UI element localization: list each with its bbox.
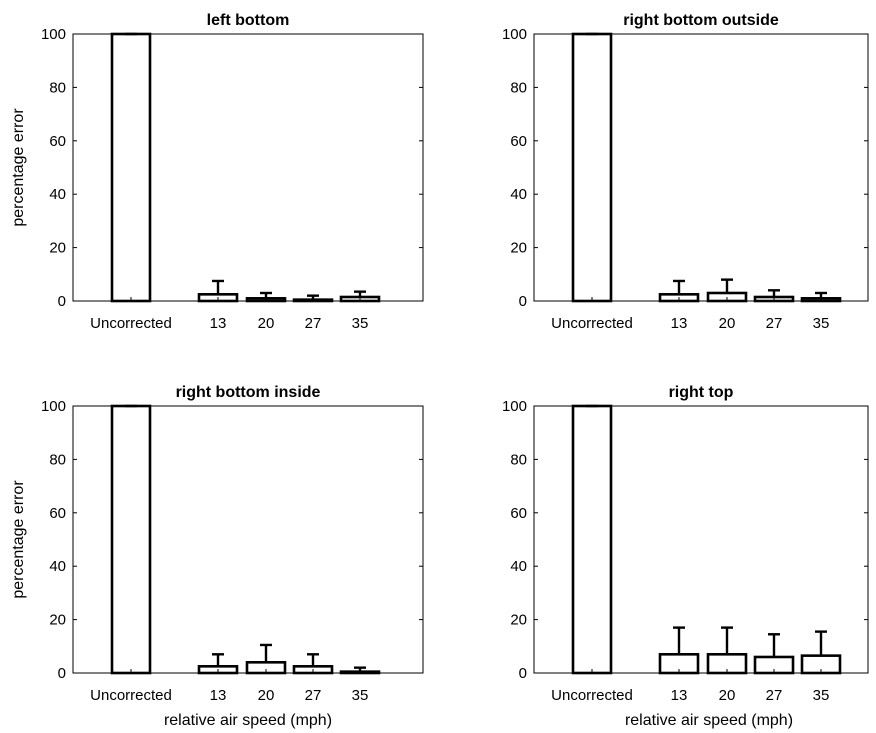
x-tick-label: 27 xyxy=(305,315,322,332)
x-tick-label: 35 xyxy=(813,315,830,332)
chart-panel-2: 0 20 40 60 80 100 Uncorrected 13 20 27 35 right bot… xyxy=(10,384,424,729)
y-tick-label: 60 xyxy=(510,133,527,150)
x-tick-label: 20 xyxy=(258,687,275,704)
plot-area xyxy=(533,405,869,674)
y-tick-label: 0 xyxy=(58,293,66,310)
bar-0 xyxy=(110,404,152,675)
y-tick-label: 100 xyxy=(502,398,527,415)
bar-0 xyxy=(110,32,152,303)
y-tick-label: 40 xyxy=(510,186,527,203)
chart-panel-3: 0 20 40 60 80 100 Uncorrected 13 20 27 35 right top… xyxy=(502,384,869,729)
bar-0 xyxy=(571,404,613,675)
chart-panel-1: 0 20 40 60 80 100 Uncorrected 13 20 27 35 right bot… xyxy=(502,12,869,332)
y-tick-label: 100 xyxy=(41,398,66,415)
x-tick-label: 13 xyxy=(671,687,688,704)
y-tick-label: 80 xyxy=(510,451,527,468)
y-tick-label: 60 xyxy=(510,505,527,522)
x-tick-label: 27 xyxy=(305,687,322,704)
y-tick-label: 100 xyxy=(41,26,66,43)
chart-title: right bottom outside xyxy=(623,12,779,29)
chart-title: left bottom xyxy=(207,12,290,29)
x-axis-label: relative air speed (mph) xyxy=(164,712,332,729)
x-axis-label: relative air speed (mph) xyxy=(625,712,793,729)
y-axis-label: percentage error xyxy=(10,480,27,599)
x-tick-label: 20 xyxy=(258,315,275,332)
y-tick-label: 40 xyxy=(510,558,527,575)
y-axis-label: percentage error xyxy=(10,108,27,227)
y-tick-label: 0 xyxy=(58,665,66,682)
y-tick-label: 20 xyxy=(510,240,527,257)
chart-panel-0: 0 20 40 60 80 100 Uncorrected 13 20 27 35 left bott… xyxy=(10,12,424,332)
y-tick-label: 20 xyxy=(49,612,66,629)
y-tick-label: 80 xyxy=(49,79,66,96)
x-tick-label: 20 xyxy=(719,315,736,332)
x-tick-label: Uncorrected xyxy=(551,315,633,332)
y-tick-label: 100 xyxy=(502,26,527,43)
x-tick-label: 27 xyxy=(766,687,783,704)
x-tick-label: 13 xyxy=(210,687,227,704)
y-tick-label: 60 xyxy=(49,505,66,522)
x-tick-label: 20 xyxy=(719,687,736,704)
chart-title: right top xyxy=(669,384,734,401)
y-tick-label: 20 xyxy=(510,612,527,629)
x-tick-label: 27 xyxy=(766,315,783,332)
x-tick-label: 13 xyxy=(671,315,688,332)
y-tick-label: 80 xyxy=(510,79,527,96)
x-tick-label: Uncorrected xyxy=(90,315,172,332)
x-tick-label: 13 xyxy=(210,315,227,332)
x-tick-label: Uncorrected xyxy=(551,687,633,704)
y-tick-label: 40 xyxy=(49,186,66,203)
y-tick-label: 60 xyxy=(49,133,66,150)
x-tick-label: 35 xyxy=(352,315,369,332)
chart-title: right bottom inside xyxy=(176,384,321,401)
bar-0 xyxy=(571,32,613,303)
x-tick-label: 35 xyxy=(813,687,830,704)
plot-area xyxy=(533,33,869,302)
y-tick-label: 80 xyxy=(49,451,66,468)
y-tick-label: 0 xyxy=(519,293,527,310)
y-tick-label: 40 xyxy=(49,558,66,575)
y-tick-label: 0 xyxy=(519,665,527,682)
x-tick-label: 35 xyxy=(352,687,369,704)
x-tick-label: Uncorrected xyxy=(90,687,172,704)
y-tick-label: 20 xyxy=(49,240,66,257)
